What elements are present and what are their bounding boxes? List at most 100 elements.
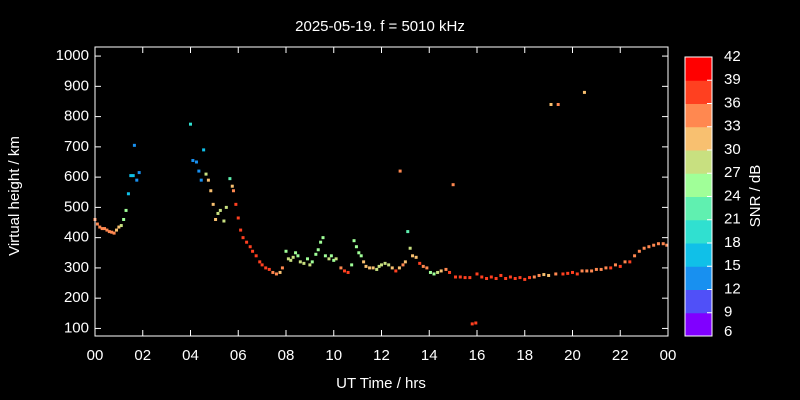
data-point — [350, 263, 354, 267]
data-point — [289, 258, 293, 262]
x-tick-label: 06 — [230, 347, 247, 364]
data-point — [401, 263, 405, 267]
data-point — [194, 160, 198, 164]
colorbar-tick-label: 33 — [724, 118, 741, 135]
colorbar-band — [685, 243, 712, 267]
data-point — [499, 273, 503, 277]
data-point — [387, 263, 391, 267]
data-point — [474, 321, 478, 325]
data-point — [428, 270, 432, 274]
colorbar-tick-label: 18 — [724, 234, 741, 251]
data-point — [397, 266, 401, 270]
data-point — [394, 269, 398, 273]
colorbar-band — [685, 173, 712, 197]
data-point — [359, 254, 363, 258]
data-point — [642, 246, 646, 250]
data-point — [380, 263, 383, 267]
colorbar-band — [685, 266, 712, 290]
data-point — [308, 263, 312, 267]
data-point — [231, 189, 235, 193]
data-point — [414, 255, 418, 259]
data-point — [302, 261, 306, 265]
data-point — [368, 266, 372, 270]
y-tick-label: 900 — [64, 77, 89, 94]
data-point — [485, 277, 489, 281]
data-point — [633, 254, 637, 258]
x-tick-label: 16 — [469, 347, 486, 364]
x-tick-label: 12 — [373, 347, 390, 364]
data-point — [421, 264, 425, 268]
data-point — [339, 266, 343, 270]
colorbar-band — [685, 289, 712, 314]
data-point — [321, 236, 325, 240]
x-tick-label: 10 — [325, 347, 342, 364]
data-point — [652, 243, 656, 247]
x-tick-label: 04 — [182, 347, 199, 364]
colorbar-tick-label: 12 — [724, 280, 741, 297]
data-point — [280, 266, 284, 270]
data-point — [656, 242, 660, 246]
data-point — [436, 270, 440, 274]
data-point — [375, 267, 379, 271]
data-point — [211, 202, 215, 206]
colorbar-tick-label: 6 — [724, 323, 732, 340]
data-point — [260, 263, 264, 267]
data-point — [305, 257, 309, 261]
data-point — [582, 90, 586, 94]
data-point — [637, 249, 641, 253]
data-point — [122, 217, 126, 221]
data-point — [222, 219, 226, 223]
data-point — [278, 270, 282, 274]
data-point — [228, 177, 232, 181]
data-point — [448, 270, 452, 274]
data-point — [319, 240, 323, 244]
colorbar-tick-label: 36 — [724, 94, 741, 111]
data-point — [271, 270, 275, 274]
data-point — [566, 271, 570, 275]
chart-title: 2025-05-19. f = 5010 kHz — [295, 18, 465, 35]
x-tick-label: 00 — [87, 347, 104, 364]
y-tick-label: 500 — [64, 198, 89, 215]
data-point — [131, 174, 135, 178]
data-point — [197, 169, 201, 173]
y-tick-label: 700 — [64, 138, 89, 155]
data-point — [542, 273, 546, 277]
colorbar-band — [685, 150, 712, 174]
data-point — [439, 269, 443, 273]
colorbar-band — [685, 219, 712, 244]
data-point — [609, 266, 613, 270]
data-point — [202, 148, 206, 152]
data-point — [291, 255, 295, 259]
colorbar-tick-label: 9 — [724, 304, 732, 321]
data-point — [239, 228, 243, 232]
data-point — [214, 217, 218, 221]
data-point — [310, 260, 314, 264]
y-tick-label: 1000 — [56, 47, 89, 64]
data-point — [126, 192, 130, 196]
colorbar-tick-label: 42 — [724, 48, 741, 65]
colorbar-tick-label: 27 — [724, 164, 741, 181]
y-tick-label: 300 — [64, 259, 89, 276]
data-point — [267, 267, 271, 271]
x-tick-label: 18 — [516, 347, 533, 364]
y-tick-label: 800 — [64, 108, 89, 125]
data-point — [403, 260, 407, 264]
data-point — [119, 224, 123, 228]
data-point — [103, 227, 107, 231]
y-tick-label: 200 — [64, 289, 89, 306]
data-point — [425, 266, 429, 270]
data-point — [95, 222, 99, 226]
data-point — [594, 267, 598, 271]
colorbar-band — [685, 80, 712, 104]
y-tick-label: 600 — [64, 168, 89, 185]
x-tick-label: 20 — [564, 347, 581, 364]
data-point — [100, 227, 104, 231]
data-point — [444, 267, 448, 271]
data-point — [398, 169, 402, 173]
colorbar-label: SNR / dB — [747, 165, 764, 228]
data-point — [362, 260, 366, 264]
y-tick-label: 400 — [64, 229, 89, 246]
data-point — [554, 272, 558, 276]
data-point — [508, 275, 512, 279]
data-point — [432, 272, 436, 276]
